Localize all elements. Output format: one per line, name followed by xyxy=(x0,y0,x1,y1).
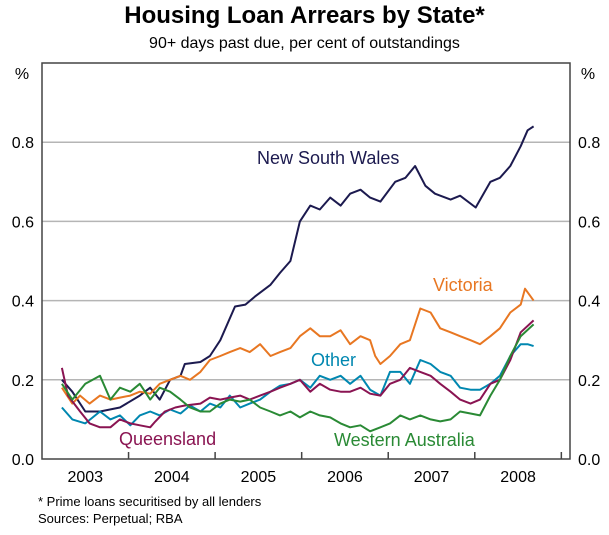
x-tick-label: 2004 xyxy=(154,469,190,486)
y-tick-label-left: 0.6 xyxy=(12,214,34,231)
chart-subtitle: 90+ days past due, per cent of outstandi… xyxy=(149,35,460,52)
series-line-western-australia xyxy=(61,323,535,433)
series-label: Western Australia xyxy=(334,430,476,450)
y-tick-label-right: 0.0 xyxy=(578,452,600,469)
y-tick-label-left: 0.4 xyxy=(12,294,34,311)
gridlines xyxy=(42,141,570,381)
plot-frame xyxy=(41,62,571,460)
series-line-queensland xyxy=(60,319,535,429)
series-lines xyxy=(60,125,535,433)
x-tick-label: 2003 xyxy=(67,469,103,486)
y-tick-label-left: 0.8 xyxy=(12,135,34,152)
y-tick-label-right: 0.4 xyxy=(578,294,600,311)
y-axis-label-left: % xyxy=(15,66,29,83)
x-tick-label: 2005 xyxy=(241,469,277,486)
y-tick-label-right: 0.6 xyxy=(578,214,600,231)
y-tick-label-left: 0.2 xyxy=(12,373,34,390)
axis-ticks: 0.0 0.0 0.2 0.2 0.4 0.4 0.6 0.6 0.8 0.8 2003 2004 20… xyxy=(12,135,601,486)
sources: Sources: Perpetual; RBA xyxy=(38,511,183,526)
footnote: * Prime loans securitised by all lenders xyxy=(38,494,262,509)
y-tick-label-right: 0.8 xyxy=(578,135,600,152)
series-label: New South Wales xyxy=(257,148,399,168)
x-tick-label: 2007 xyxy=(414,469,450,486)
series-line-other xyxy=(61,343,534,427)
x-tick-label: 2006 xyxy=(327,469,363,486)
series-annotations: New South Wales Victoria Other Queensland We… xyxy=(119,148,494,450)
series-label: Victoria xyxy=(433,275,494,295)
y-axis-label-right: % xyxy=(581,66,595,83)
y-tick-label-left: 0.0 xyxy=(12,452,34,469)
x-tick-label: 2008 xyxy=(500,469,536,486)
series-line-victoria xyxy=(61,287,535,405)
y-tick-label-right: 0.2 xyxy=(578,373,600,390)
series-label: Other xyxy=(311,350,356,370)
series-label: Queensland xyxy=(119,429,216,449)
series-line-new-south-wales xyxy=(61,125,535,413)
chart-title: Housing Loan Arrears by State* xyxy=(124,2,485,29)
